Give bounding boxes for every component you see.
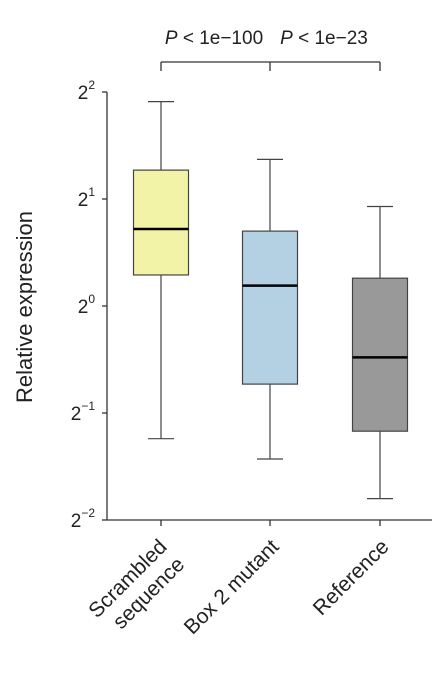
p-value-label: P < 1e−100 [165,28,263,49]
y-tick-label: 2−1 [71,399,96,425]
y-axis-label: Relative expression [12,211,37,403]
category-label-line: Reference [309,535,394,620]
category-label: Scrambledsequence [84,535,189,640]
box-2 [241,158,299,460]
y-tick-label: 21 [78,185,96,211]
p-value-label: P < 1e−23 [280,28,368,49]
y-tick-label: 20 [78,292,96,318]
box-1 [132,101,190,440]
interquartile-box [241,230,299,385]
y-tick-label: 22 [78,78,96,104]
category-label-line: Box 2 mutant [180,535,284,639]
interquartile-box [132,169,190,276]
y-tick-label: 2−2 [71,506,96,532]
boxes [132,101,409,500]
significance-brackets: P < 1e−100 P < 1e−23 [160,28,381,71]
category-label: Box 2 mutant [180,535,284,639]
y-axis: 22 21 20 2−1 2−2 [71,78,432,532]
box-3 [351,205,409,500]
interquartile-box [351,277,409,432]
category-label: Reference [309,535,394,620]
